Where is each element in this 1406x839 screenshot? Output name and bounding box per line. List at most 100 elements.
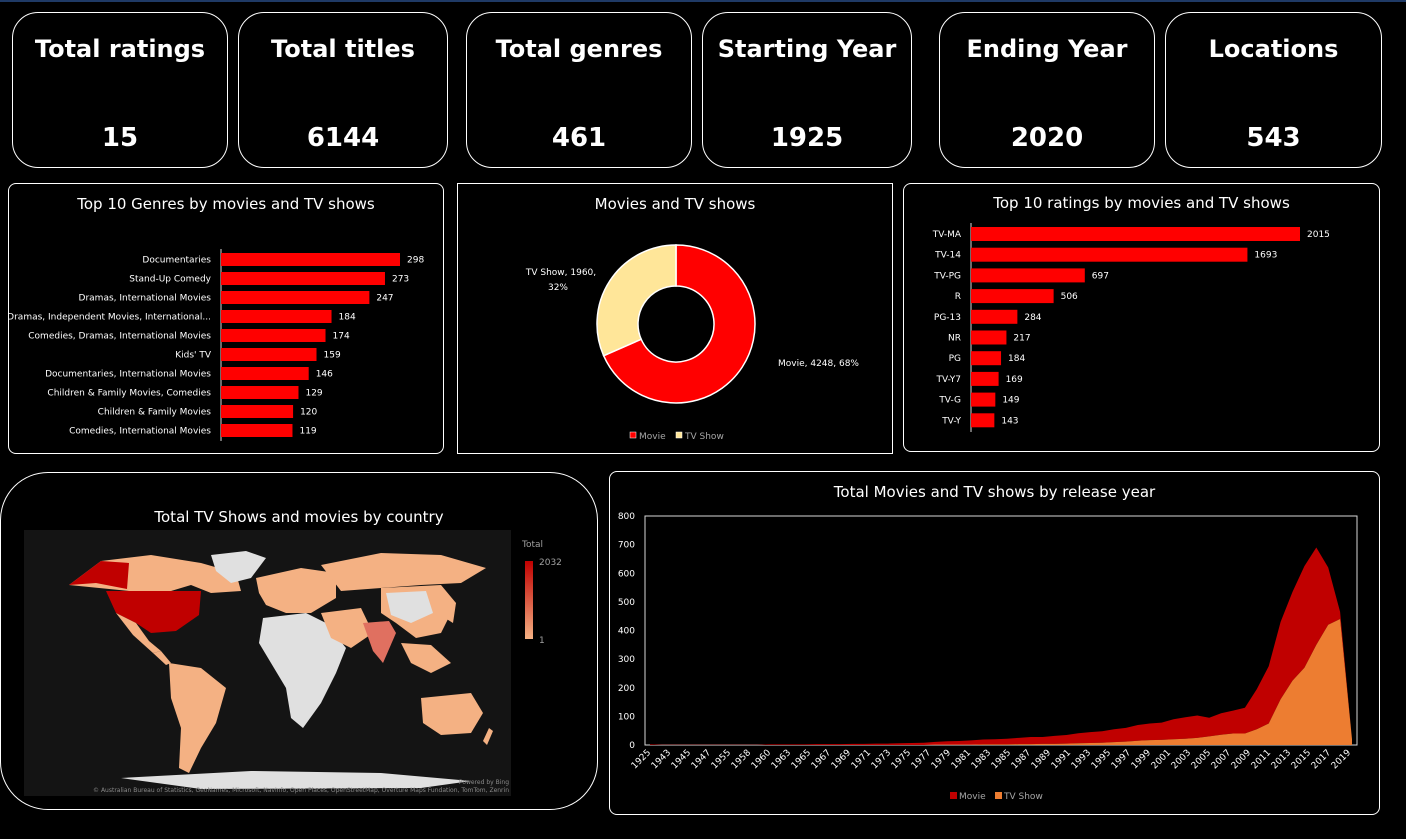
bar-value-label: 184 [1008,354,1025,364]
continents [69,551,493,789]
country-india [363,621,396,663]
bar-value-label: 298 [407,256,424,266]
x-tick-label: 1943 [650,748,673,771]
y-tick-label: 0 [629,741,635,751]
legend-swatch [950,792,957,799]
y-tick-label: 100 [618,712,635,722]
central-america [153,651,171,665]
bar [971,289,1054,304]
bar-value-label: 284 [1024,313,1041,323]
kpi-total-ratings: Total ratings 15 [12,12,228,168]
x-tick-label: 1955 [710,748,733,771]
kpi-locations: Locations 543 [1165,12,1382,168]
country-australia [421,693,483,735]
country-greenland [211,551,266,583]
x-tick-label: 1985 [990,748,1013,771]
bar [971,330,1007,345]
bar-category-label: Children & Family Movies, Comedies [47,389,211,399]
bar [221,329,326,342]
ratings-bar-chart: TV-MA 2015 TV-14 1693 TV-PG 697 R 506 PG-13 284 NR… [932,223,1330,432]
africa [259,613,346,728]
country-usa [106,591,201,633]
legend-swatch [995,792,1002,799]
bar-value-label: 169 [1006,375,1023,385]
bar-category-label: TV-G [938,396,961,406]
x-tick-label: 2009 [1230,748,1253,771]
bar [221,310,332,323]
x-tick-label: 1973 [870,748,893,771]
bar-category-label: TV-MA [932,230,962,240]
kpi-value: 543 [1246,123,1301,153]
x-tick-label: 1971 [850,748,873,771]
bar-category-label: NR [948,334,961,344]
bar [971,392,996,407]
bar-category-label: Kids' TV [175,351,212,361]
southeast-asia [401,643,451,673]
x-tick-label: 1993 [1070,748,1093,771]
kpi-title: Total ratings [34,35,206,63]
legend-swatch [629,431,637,439]
bar-value-label: 697 [1092,271,1109,281]
legend-label: Movie [639,432,666,442]
bar-value-label: 273 [392,275,409,285]
kpi-value: 6144 [306,123,380,153]
donut-slice [602,244,756,404]
x-tick-label: 2007 [1210,748,1233,771]
bar [221,367,309,380]
bar-category-label: Stand-Up Comedy [129,275,211,285]
x-tick-label: 1977 [910,748,933,771]
kpi-title: Total titles [271,35,415,63]
kpi-starting-year: Starting Year 1925 [702,12,912,168]
world-map[interactable]: Powered by Bing © Australian Bureau of S… [1,473,597,809]
y-tick-label: 600 [618,569,635,579]
bar [221,291,370,304]
antarctica [121,771,471,789]
bar [221,405,294,418]
kpi-total-genres: Total genres 461 [466,12,692,168]
europe [256,568,336,613]
kpi-total-titles: Total titles 6144 [238,12,448,168]
x-tick-label: 1975 [890,748,913,771]
bar-category-label: Documentaries [142,256,211,266]
x-tick-label: 1969 [830,748,853,771]
x-tick-label: 1960 [750,748,773,771]
country-map-panel: Total TV Shows and movies by country Pow… [0,472,598,810]
donut-data-label: 32% [548,283,568,293]
release-year-panel: Total Movies and TV shows by release yea… [609,471,1380,815]
bar [971,247,1248,262]
x-tick-label: 1989 [1030,748,1053,771]
bar [221,272,385,285]
map-credit-powered-by: Powered by Bing [459,779,509,786]
x-tick-label: 1999 [1130,748,1153,771]
x-tick-label: 2019 [1330,748,1353,771]
donut-slice [596,244,677,357]
x-tick-label: 1983 [970,748,993,771]
y-tick-label: 800 [618,512,635,522]
bar-value-label: 217 [1013,334,1030,344]
bar-value-label: 184 [339,313,356,323]
kpi-ending-year: Ending Year 2020 [939,12,1155,168]
kpi-value: 15 [101,123,139,153]
map-attribution: © Australian Bureau of Statistics, GeoNa… [93,787,509,794]
x-tick-label: 1945 [670,748,693,771]
south-america [169,663,226,773]
x-tick-label: 1987 [1010,748,1033,771]
movies-tv-donut-panel: Movies and TV shows Movie, 4248, 68% TV S… [457,183,893,454]
bar [971,413,995,428]
russia [321,553,486,591]
x-tick-label: 2013 [1270,748,1293,771]
china [386,591,433,623]
bar [221,253,400,266]
legend-label: Movie [959,792,986,802]
bar [221,424,293,437]
kpi-title: Locations [1208,35,1339,63]
ratings-chart-title: Top 10 ratings by movies and TV shows [993,194,1290,212]
bar-category-label: Comedies, International Movies [69,427,211,437]
bar-category-label: Children & Family Movies [98,408,212,418]
country-new-zealand [483,728,493,745]
legend-label: TV Show [684,432,724,442]
x-tick-label: 2005 [1190,748,1213,771]
bar [221,348,317,361]
bar-value-label: 143 [1001,416,1018,426]
country-japan [445,601,456,623]
